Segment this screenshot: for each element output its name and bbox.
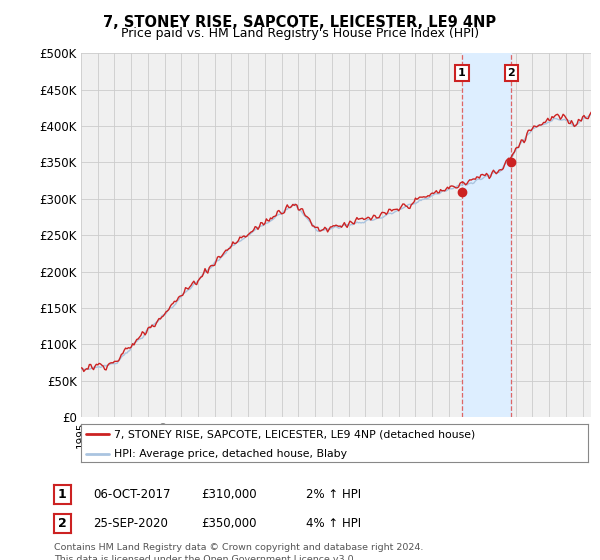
- Text: 2% ↑ HPI: 2% ↑ HPI: [306, 488, 361, 501]
- Text: Contains HM Land Registry data © Crown copyright and database right 2024.
This d: Contains HM Land Registry data © Crown c…: [54, 543, 424, 560]
- Text: 1: 1: [458, 68, 466, 78]
- Text: Price paid vs. HM Land Registry's House Price Index (HPI): Price paid vs. HM Land Registry's House …: [121, 27, 479, 40]
- Text: 4% ↑ HPI: 4% ↑ HPI: [306, 517, 361, 530]
- Text: £310,000: £310,000: [201, 488, 257, 501]
- Text: 7, STONEY RISE, SAPCOTE, LEICESTER, LE9 4NP: 7, STONEY RISE, SAPCOTE, LEICESTER, LE9 …: [103, 15, 497, 30]
- Text: 2: 2: [58, 517, 67, 530]
- Text: 1: 1: [58, 488, 67, 501]
- Text: 25-SEP-2020: 25-SEP-2020: [93, 517, 168, 530]
- Bar: [462, 53, 511, 417]
- Text: 2: 2: [508, 68, 515, 78]
- Text: HPI: Average price, detached house, Blaby: HPI: Average price, detached house, Blab…: [114, 449, 347, 459]
- Text: 06-OCT-2017: 06-OCT-2017: [93, 488, 170, 501]
- Text: £350,000: £350,000: [201, 517, 257, 530]
- Text: 7, STONEY RISE, SAPCOTE, LEICESTER, LE9 4NP (detached house): 7, STONEY RISE, SAPCOTE, LEICESTER, LE9 …: [114, 429, 475, 439]
